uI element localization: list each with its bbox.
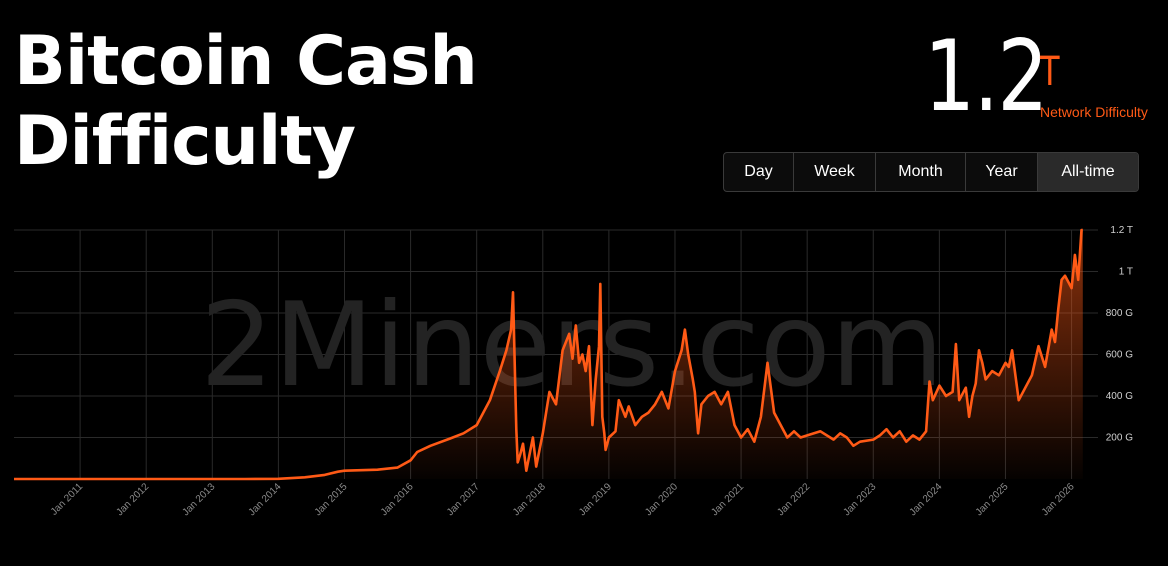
x-tick-label: Jan 2015 [313, 481, 350, 518]
y-axis-ticks: 200 G 400 G 600 G 800 G 1 T 1.2 T [1106, 225, 1133, 444]
y-tick-label: 600 G [1106, 350, 1133, 361]
series-line [14, 228, 1083, 481]
x-tick-label: Jan 2021 [709, 481, 746, 518]
tab-week[interactable]: Week [794, 153, 876, 191]
x-tick-label: Jan 2017 [445, 481, 482, 518]
tab-year[interactable]: Year [966, 153, 1038, 191]
y-tick-label: 1.2 T [1110, 225, 1133, 236]
x-tick-label: Jan 2014 [247, 481, 284, 518]
x-tick-label: Jan 2020 [643, 481, 680, 518]
x-tick-label: Jan 2025 [974, 481, 1011, 518]
x-tick-label: Jan 2023 [842, 481, 879, 518]
x-tick-label: Jan 2019 [577, 481, 614, 518]
x-tick-label: Jan 2013 [181, 481, 218, 518]
y-tick-label: 400 G [1106, 391, 1133, 402]
x-tick-label: Jan 2018 [511, 481, 548, 518]
series-area-fill [14, 230, 1083, 479]
y-tick-label: 1 T [1119, 267, 1133, 278]
tab-all-time[interactable]: All-time [1038, 153, 1138, 191]
title-line-1: Bitcoin Cash [14, 22, 478, 101]
x-tick-label: Jan 2011 [49, 481, 86, 518]
y-tick-label: 800 G [1106, 308, 1133, 319]
title-line-2: Difficulty [14, 102, 356, 181]
y-tick-label: 200 G [1106, 433, 1133, 444]
x-tick-label: Jan 2024 [908, 481, 945, 518]
x-tick-label: Jan 2012 [114, 481, 151, 518]
x-axis-ticks: Jan 2011 Jan 2012 Jan 2013 Jan 2014 Jan 2015… [49, 481, 1077, 518]
page-title: Bitcoin Cash Difficulty [14, 22, 478, 182]
difficulty-unit: T [1040, 49, 1060, 95]
time-range-tabs: Day Week Month Year All-time [723, 152, 1139, 192]
difficulty-label: Network Difficulty [1040, 104, 1148, 120]
series-line-group [14, 228, 1083, 481]
x-tick-label: Jan 2026 [1040, 481, 1077, 518]
tab-day[interactable]: Day [724, 153, 794, 191]
tab-month[interactable]: Month [876, 153, 966, 191]
series-area [14, 230, 1083, 479]
x-tick-label: Jan 2022 [775, 481, 812, 518]
x-tick-label: Jan 2016 [379, 481, 416, 518]
difficulty-value: 1.2 [924, 20, 1049, 134]
